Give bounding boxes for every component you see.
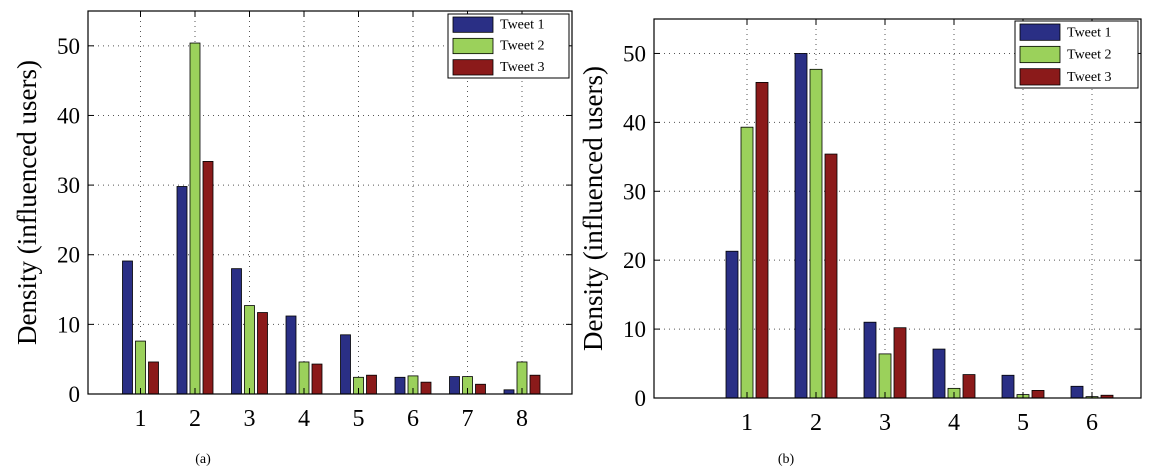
bar-tweet-2-3: [244, 305, 255, 395]
bar-tweet-3-3: [893, 327, 907, 399]
bar-tweet-2-1: [135, 340, 146, 395]
x-tick-label: 8: [516, 406, 528, 432]
x-tick-label: 4: [298, 406, 310, 432]
bar-tweet-3-4: [962, 374, 976, 399]
plot-frame: [87, 10, 573, 395]
bar-tweet-3-2: [202, 161, 214, 395]
x-tick-label: 5: [353, 406, 365, 432]
bar-tweet-1-1: [725, 250, 739, 399]
legend-swatch-tweet-2: [1019, 45, 1061, 64]
y-axis-label: Density (influenced users): [578, 66, 608, 351]
x-tick-label: 7: [462, 406, 474, 432]
bar-tweet-1-8: [503, 389, 515, 395]
legend-swatch-tweet-2: [452, 37, 494, 55]
y-tick-label: 0: [69, 382, 81, 407]
y-tick-label: 50: [623, 41, 646, 66]
bar-tweet-3-7: [475, 383, 486, 395]
bar-tweet-1-4: [285, 315, 297, 395]
bar-tweet-1-3: [231, 268, 242, 395]
y-tick-label: 20: [623, 248, 646, 273]
bar-tweet-1-7: [449, 376, 460, 395]
bar-tweet-1-6: [394, 376, 406, 395]
bar-tweet-2-2: [809, 68, 823, 399]
x-tick-label: 3: [244, 406, 256, 432]
legend-label-tweet-3: Tweet 3: [1067, 70, 1112, 85]
y-axis-label: Density (influenced users): [12, 60, 42, 345]
chart-a: 0 10 20 30 40 50 1 2 3 4 5 6 7 8 Density (influenced u…: [12, 10, 573, 432]
legend-swatch-tweet-1: [1019, 23, 1061, 41]
bar-tweet-3-1: [148, 361, 159, 395]
bar-tweet-3-8: [529, 374, 541, 395]
x-tick-label: 5: [1017, 410, 1029, 436]
legend-swatch-tweet-3: [452, 59, 494, 76]
bar-tweet-1-6: [1070, 385, 1084, 399]
legend-label-tweet-2: Tweet 2: [500, 39, 545, 54]
legend-swatch-tweet-3: [1019, 68, 1061, 86]
y-tick-label: 30: [623, 179, 646, 204]
x-tick-label: 1: [135, 406, 147, 432]
legend-label-tweet-1: Tweet 1: [500, 17, 545, 32]
legend-label-tweet-2: Tweet 2: [1067, 48, 1112, 63]
legend-label-tweet-1: Tweet 1: [1067, 25, 1112, 40]
bar-tweet-3-5: [366, 374, 377, 395]
y-tick-label: 50: [57, 34, 80, 59]
bar-tweet-3-5: [1031, 390, 1045, 399]
y-tick-label: 10: [623, 317, 646, 342]
y-tick-label: 20: [57, 243, 80, 268]
bar-tweet-1-2: [176, 186, 188, 395]
x-tick-label: 1: [741, 410, 753, 436]
bar-tweet-3-4: [311, 363, 323, 395]
legend-swatch-tweet-1: [452, 16, 494, 33]
bar-tweet-1-5: [1001, 374, 1015, 399]
legend: Tweet 1 Tweet 2 Tweet 3: [447, 13, 570, 79]
bar-tweet-2-1: [740, 126, 754, 399]
chart-b: 0 10 20 30 40 50 1 2 3 4 5 6 Density (influenced use…: [578, 18, 1142, 436]
y-tick-label: 0: [635, 386, 647, 411]
bar-tweet-3-6: [420, 381, 432, 395]
x-tick-label: 6: [1086, 410, 1098, 436]
bar-tweet-3-2: [824, 153, 838, 399]
bar-tweet-3-1: [755, 81, 769, 399]
legend-label-tweet-3: Tweet 3: [500, 60, 545, 75]
bar-tweet-1-2: [794, 53, 808, 399]
bar-tweet-1-1: [122, 260, 133, 395]
bar-tweet-2-2: [189, 42, 201, 395]
y-tick-label: 10: [57, 312, 80, 337]
x-tick-label: 2: [810, 410, 822, 436]
x-tick-label: 4: [948, 410, 960, 436]
y-tick-label: 40: [57, 103, 80, 128]
bar-tweet-1-5: [340, 334, 351, 395]
y-tick-label: 40: [623, 110, 646, 135]
x-tick-label: 2: [189, 406, 201, 432]
bar-tweet-1-3: [863, 321, 877, 399]
x-tick-label: 6: [407, 406, 419, 432]
bar-tweet-3-3: [257, 312, 268, 395]
panel-caption-b: (b): [777, 452, 795, 467]
bar-tweet-2-3: [878, 353, 892, 399]
y-tick-label: 30: [57, 173, 80, 198]
bar-tweet-1-4: [932, 348, 946, 399]
x-tick-label: 3: [879, 410, 891, 436]
plot-frame: [653, 18, 1142, 399]
panel-caption-a: (a): [195, 452, 211, 467]
legend: Tweet 1 Tweet 2 Tweet 3: [1014, 20, 1139, 89]
